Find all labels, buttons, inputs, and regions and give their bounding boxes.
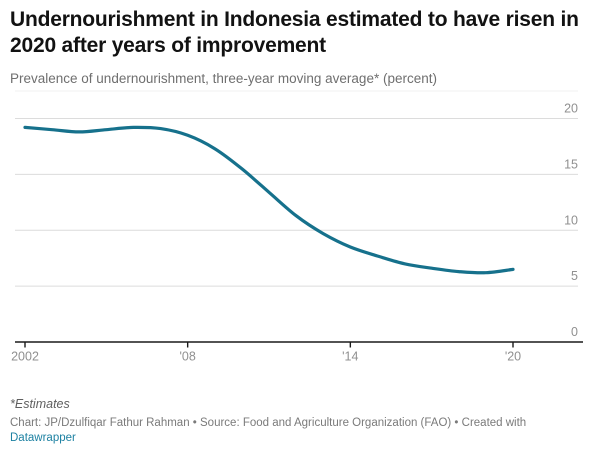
x-tick-label: '20 bbox=[505, 350, 521, 364]
y-tick-label: 10 bbox=[564, 213, 578, 227]
data-line bbox=[23, 125, 515, 275]
x-tick-label: '14 bbox=[342, 350, 358, 364]
chart-title: Undernourishment in Indonesia estimated … bbox=[10, 8, 579, 57]
line-chart: 0 5 10 15 20 2002 '08 '14 '20 bbox=[0, 88, 600, 370]
y-tick-label: 5 bbox=[571, 269, 578, 283]
x-tick-label: 2002 bbox=[11, 350, 39, 364]
y-tick-label: 0 bbox=[571, 325, 578, 339]
line-chart-svg: 0 5 10 15 20 2002 '08 '14 '20 bbox=[11, 90, 583, 364]
chart-footnote: *Estimates bbox=[10, 397, 70, 411]
x-tick-label: '08 bbox=[180, 350, 196, 364]
chart-subtitle: Prevalence of undernourishment, three-ye… bbox=[10, 71, 437, 86]
chart-attribution: Chart: JP/Dzulfiqar Fathur Rahman • Sour… bbox=[10, 416, 590, 446]
chart-footer: *Estimates Chart: JP/Dzulfiqar Fathur Ra… bbox=[10, 396, 590, 446]
chart-container: Undernourishment in Indonesia estimated … bbox=[0, 7, 600, 467]
y-tick-label: 15 bbox=[564, 157, 578, 171]
y-tick-label: 20 bbox=[564, 102, 578, 116]
attribution-text: Chart: JP/Dzulfiqar Fathur Rahman • Sour… bbox=[10, 417, 527, 429]
datawrapper-link[interactable]: Datawrapper bbox=[10, 432, 76, 444]
